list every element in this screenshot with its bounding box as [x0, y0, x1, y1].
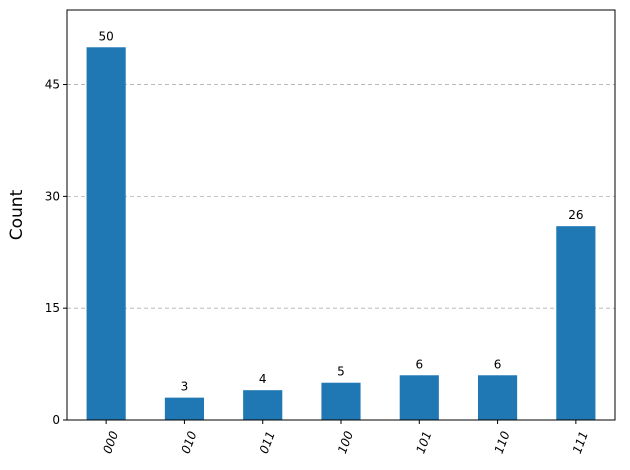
bar	[399, 375, 439, 420]
x-tick-label: 110	[492, 429, 513, 456]
x-tick-label: 101	[413, 429, 434, 455]
y-tick-label: 0	[52, 413, 60, 427]
bar	[243, 390, 283, 420]
bar	[86, 47, 126, 420]
y-tick-label: 15	[45, 301, 60, 315]
x-tick-label: 000	[100, 429, 121, 456]
data-label: 3	[181, 380, 189, 394]
plot-frame	[66, 9, 616, 421]
bar	[478, 375, 518, 420]
y-tick-label: 30	[45, 189, 60, 203]
data-label: 6	[415, 357, 423, 371]
data-label: 26	[568, 208, 583, 222]
bar	[321, 382, 361, 420]
data-label: 5	[337, 365, 345, 379]
y-axis-label: Count	[7, 189, 27, 240]
x-tick-label: 010	[179, 429, 200, 456]
bar	[556, 226, 596, 420]
data-label: 6	[494, 357, 502, 371]
x-tick-label: 111	[570, 429, 591, 455]
data-label: 50	[99, 29, 114, 43]
x-tick-label: 011	[257, 429, 278, 455]
data-label: 4	[259, 372, 267, 386]
x-tick-label: 100	[335, 429, 356, 456]
bar	[164, 397, 204, 420]
y-tick-label: 45	[45, 78, 60, 92]
